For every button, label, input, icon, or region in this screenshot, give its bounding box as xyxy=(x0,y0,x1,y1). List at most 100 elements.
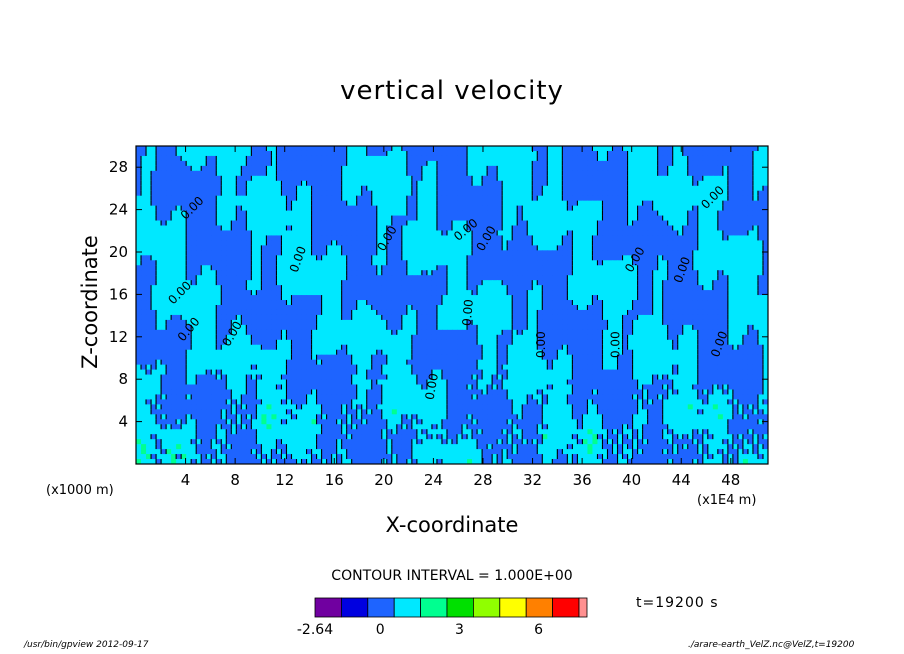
contour-cell xyxy=(231,180,237,187)
contour-cell xyxy=(727,260,734,266)
contour-cell xyxy=(151,160,157,167)
contour-cell xyxy=(446,314,453,321)
contour-cell xyxy=(241,309,247,316)
contour-cell xyxy=(291,170,298,177)
contour-cell xyxy=(552,195,558,202)
contour-cell xyxy=(206,290,212,296)
contour-cell xyxy=(737,220,744,227)
contour-cell xyxy=(301,275,308,281)
contour-cell xyxy=(251,314,257,321)
contour-cell xyxy=(462,270,468,276)
contour-cell xyxy=(236,245,242,251)
contour-cell xyxy=(647,175,654,182)
contour-cell xyxy=(747,334,754,341)
contour-cell xyxy=(411,334,418,341)
contour-cell xyxy=(176,155,182,162)
contour-cell xyxy=(261,339,268,346)
contour-cell xyxy=(416,150,423,157)
contour-cell xyxy=(371,314,378,321)
contour-cell xyxy=(251,309,257,316)
contour-cell xyxy=(206,210,212,217)
contour-cell xyxy=(331,339,338,346)
contour-cell xyxy=(256,255,262,261)
contour-cell xyxy=(301,160,308,167)
contour-cell xyxy=(246,210,252,217)
contour-cell xyxy=(271,290,278,296)
contour-cell xyxy=(181,230,187,237)
contour-cell xyxy=(702,319,709,326)
contour-cell xyxy=(181,285,187,291)
contour-cell xyxy=(602,305,609,311)
contour-cell xyxy=(732,270,739,276)
contour-cell xyxy=(231,190,237,197)
contour-cell xyxy=(296,150,303,157)
contour-cell xyxy=(356,334,363,341)
contour-cell xyxy=(446,300,453,306)
contour-cell xyxy=(482,155,488,162)
contour-cell xyxy=(702,210,709,217)
contour-cell xyxy=(191,319,197,326)
contour-cell xyxy=(747,290,754,296)
contour-cell xyxy=(316,255,323,261)
contour-cell xyxy=(597,275,604,281)
contour-cell xyxy=(441,175,448,182)
contour-cell xyxy=(562,260,568,266)
contour-cell xyxy=(346,285,353,291)
contour-cell xyxy=(331,295,338,301)
contour-cell xyxy=(261,305,268,311)
contour-cell xyxy=(371,270,378,276)
contour-cell xyxy=(477,190,483,197)
contour-cell xyxy=(762,270,768,276)
contour-cell xyxy=(627,205,634,212)
contour-cell xyxy=(627,334,634,341)
contour-cell xyxy=(336,265,343,271)
contour-cell xyxy=(722,160,729,167)
contour-cell xyxy=(752,175,759,182)
contour-cell xyxy=(567,314,573,321)
contour-cell xyxy=(572,200,578,207)
contour-cell xyxy=(196,314,202,321)
contour-cell xyxy=(612,250,619,256)
contour-cell xyxy=(557,150,563,157)
contour-cell xyxy=(632,220,639,227)
contour-cell xyxy=(582,210,589,217)
contour-cell xyxy=(286,200,293,207)
contour-cell xyxy=(642,175,649,182)
contour-cell xyxy=(281,160,288,167)
contour-cell xyxy=(702,160,709,167)
contour-cell xyxy=(757,275,764,281)
contour-cell xyxy=(582,285,589,291)
contour-cell xyxy=(176,265,182,271)
contour-cell xyxy=(206,195,212,202)
contour-cell xyxy=(256,180,262,187)
contour-cell xyxy=(487,275,493,281)
contour-cell xyxy=(356,300,363,306)
contour-cell xyxy=(206,215,212,222)
contour-cell xyxy=(396,305,403,311)
contour-cell xyxy=(657,270,664,276)
contour-cell xyxy=(231,329,237,336)
contour-cell xyxy=(662,305,669,311)
contour-cell xyxy=(421,295,428,301)
contour-cell xyxy=(742,305,749,311)
contour-cell xyxy=(261,300,268,306)
contour-cell xyxy=(446,334,453,341)
contour-cell xyxy=(176,230,182,237)
contour-cell xyxy=(376,190,383,197)
contour-cell xyxy=(552,185,558,192)
contour-cell xyxy=(366,155,373,162)
contour-cell xyxy=(261,324,268,331)
contour-cell xyxy=(462,235,468,242)
contour-cell xyxy=(376,146,383,152)
contour-cell xyxy=(351,165,358,172)
contour-cell xyxy=(441,270,448,276)
contour-cell xyxy=(607,240,614,246)
contour-cell xyxy=(547,319,553,326)
contour-cell xyxy=(502,309,508,316)
contour-cell xyxy=(431,255,438,261)
contour-cell xyxy=(597,295,604,301)
contour-cell xyxy=(732,170,739,177)
contour-cell xyxy=(462,195,468,202)
contour-cell xyxy=(161,190,167,197)
contour-cell xyxy=(597,255,604,261)
